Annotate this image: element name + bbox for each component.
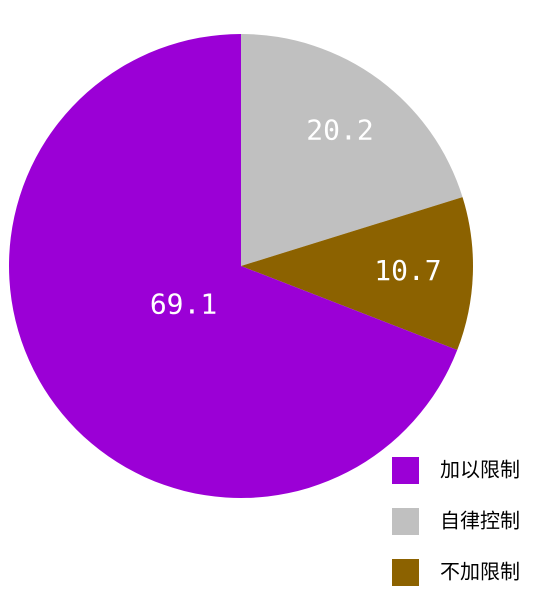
pie-slice	[241, 197, 473, 351]
legend-label: 不加限制	[440, 560, 520, 584]
data-label: 69.1	[150, 287, 217, 320]
legend-swatch	[392, 457, 419, 484]
legend-label: 自律控制	[440, 509, 520, 533]
legend-label: 加以限制	[440, 458, 520, 482]
legend-swatch	[392, 508, 419, 535]
pie-slice	[9, 34, 458, 498]
legend-swatch	[392, 559, 419, 586]
data-label: 20.2	[306, 113, 373, 146]
data-label: 10.7	[374, 254, 441, 287]
pie-slice	[241, 34, 463, 266]
